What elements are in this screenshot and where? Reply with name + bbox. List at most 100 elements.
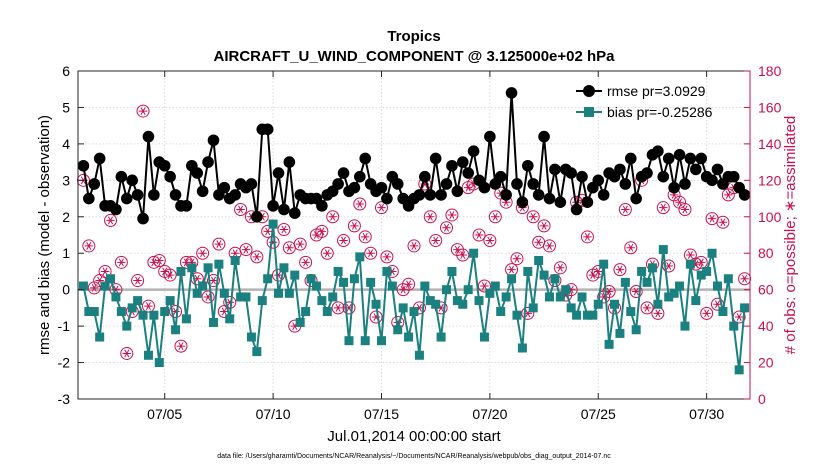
bias-point — [376, 336, 386, 346]
obs-possible-point — [358, 230, 372, 244]
legend-bias-marker — [584, 107, 594, 117]
obs-assimilated-point — [507, 265, 516, 274]
y2-tick-label: 60 — [758, 282, 774, 298]
bias-point — [496, 307, 506, 317]
obs-assimilated-point — [615, 265, 625, 274]
obs-possible-point — [662, 259, 676, 273]
rmse-point — [359, 152, 372, 165]
bias-point — [252, 347, 262, 357]
y2-tick-label: 120 — [758, 172, 782, 188]
obs-assimilated-point — [301, 258, 310, 267]
y-tick-label: -1 — [58, 318, 71, 334]
bias-point — [588, 310, 598, 320]
rmse-point — [657, 170, 670, 183]
obs-possible-point — [206, 274, 220, 288]
bias-point — [436, 332, 446, 342]
rmse-point — [619, 178, 632, 190]
obs-possible-point — [510, 252, 524, 266]
obs-assimilated-point — [447, 211, 457, 219]
bias-point — [284, 288, 294, 298]
rmse-point — [191, 167, 204, 179]
obs-assimilated-point — [285, 243, 294, 252]
x-tick-label: 07/05 — [147, 406, 182, 422]
y-tick-label: 3 — [62, 172, 70, 188]
obs-possible-point — [402, 277, 416, 291]
bias-point — [387, 281, 397, 291]
obs-assimilated-point — [333, 304, 343, 312]
bias-point — [550, 274, 560, 284]
x-tick-label: 07/15 — [364, 406, 399, 422]
rmse-point — [641, 167, 653, 179]
rmse-point — [272, 167, 285, 179]
bias-point — [106, 274, 116, 284]
obs-possible-point — [483, 233, 497, 247]
rmse-point — [684, 152, 697, 165]
y2-tick-label: 140 — [758, 136, 782, 152]
obs-possible-point — [456, 248, 470, 262]
bias-point — [561, 285, 571, 295]
y2-axis-label: # of obs: o=possible; ∗=assimilated — [782, 116, 799, 355]
rmse-point — [88, 178, 101, 190]
bias-point — [311, 281, 321, 291]
obs-assimilated-point — [404, 280, 413, 289]
bias-point — [339, 277, 349, 287]
obs-assimilated-point — [409, 242, 419, 250]
rmse-point — [500, 189, 512, 201]
obs-possible-point — [104, 213, 118, 227]
obs-assimilated-point — [491, 212, 500, 221]
bias-point — [610, 299, 620, 309]
bias-point — [203, 263, 213, 273]
obs-possible-point — [342, 301, 356, 315]
rmse-point — [614, 163, 626, 176]
bias-point — [95, 332, 105, 342]
obs-possible-point — [299, 255, 313, 269]
rmse-point — [478, 181, 491, 194]
obs-possible-point — [212, 237, 226, 251]
obs-possible-point — [141, 299, 155, 313]
rmse-point — [207, 134, 220, 147]
obs-possible-point — [331, 301, 345, 315]
obs-assimilated-point — [323, 249, 332, 258]
rmse-point — [662, 152, 675, 165]
bias-point — [181, 314, 191, 324]
bias-point — [463, 285, 473, 295]
bias-point — [642, 277, 652, 287]
rmse-point — [451, 185, 464, 198]
rmse-point — [283, 156, 296, 168]
obs-assimilated-point — [339, 236, 348, 245]
bias-point — [165, 296, 175, 306]
y2-tick-label: 40 — [758, 318, 774, 334]
rmse-point — [673, 149, 686, 161]
obs-assimilated-point — [263, 227, 272, 236]
obs-assimilated-point — [642, 304, 652, 312]
obs-assimilated-point — [713, 300, 722, 309]
rmse-point — [288, 207, 301, 219]
obs-assimilated-point — [583, 232, 592, 241]
bias-point — [116, 307, 126, 317]
bias-point — [447, 266, 457, 276]
rmse-point — [332, 178, 344, 190]
bias-point — [409, 307, 419, 317]
bias-point — [414, 350, 424, 360]
bias-point — [469, 248, 479, 258]
rmse-point — [435, 189, 447, 201]
obs-assimilated-point — [529, 212, 538, 221]
obs-assimilated-point — [144, 302, 153, 310]
y-tick-label: -2 — [58, 355, 71, 371]
bias-point — [723, 274, 733, 284]
bias-point — [295, 317, 305, 327]
bias-point — [523, 266, 533, 276]
y-tick-label: 0 — [62, 282, 70, 298]
bias-point — [333, 266, 343, 276]
rmse-point — [549, 163, 561, 176]
obs-possible-point — [250, 250, 264, 264]
rmse-point — [706, 174, 718, 187]
obs-possible-point — [716, 215, 730, 229]
legend-bias-label: bias pr=-0.25286 — [607, 104, 713, 120]
obs-assimilated-point — [621, 205, 630, 214]
rmse-point — [652, 145, 664, 157]
bias-point — [534, 256, 544, 266]
bias-point — [420, 281, 430, 291]
obs-assimilated-point — [122, 349, 131, 358]
bias-point — [718, 307, 728, 317]
